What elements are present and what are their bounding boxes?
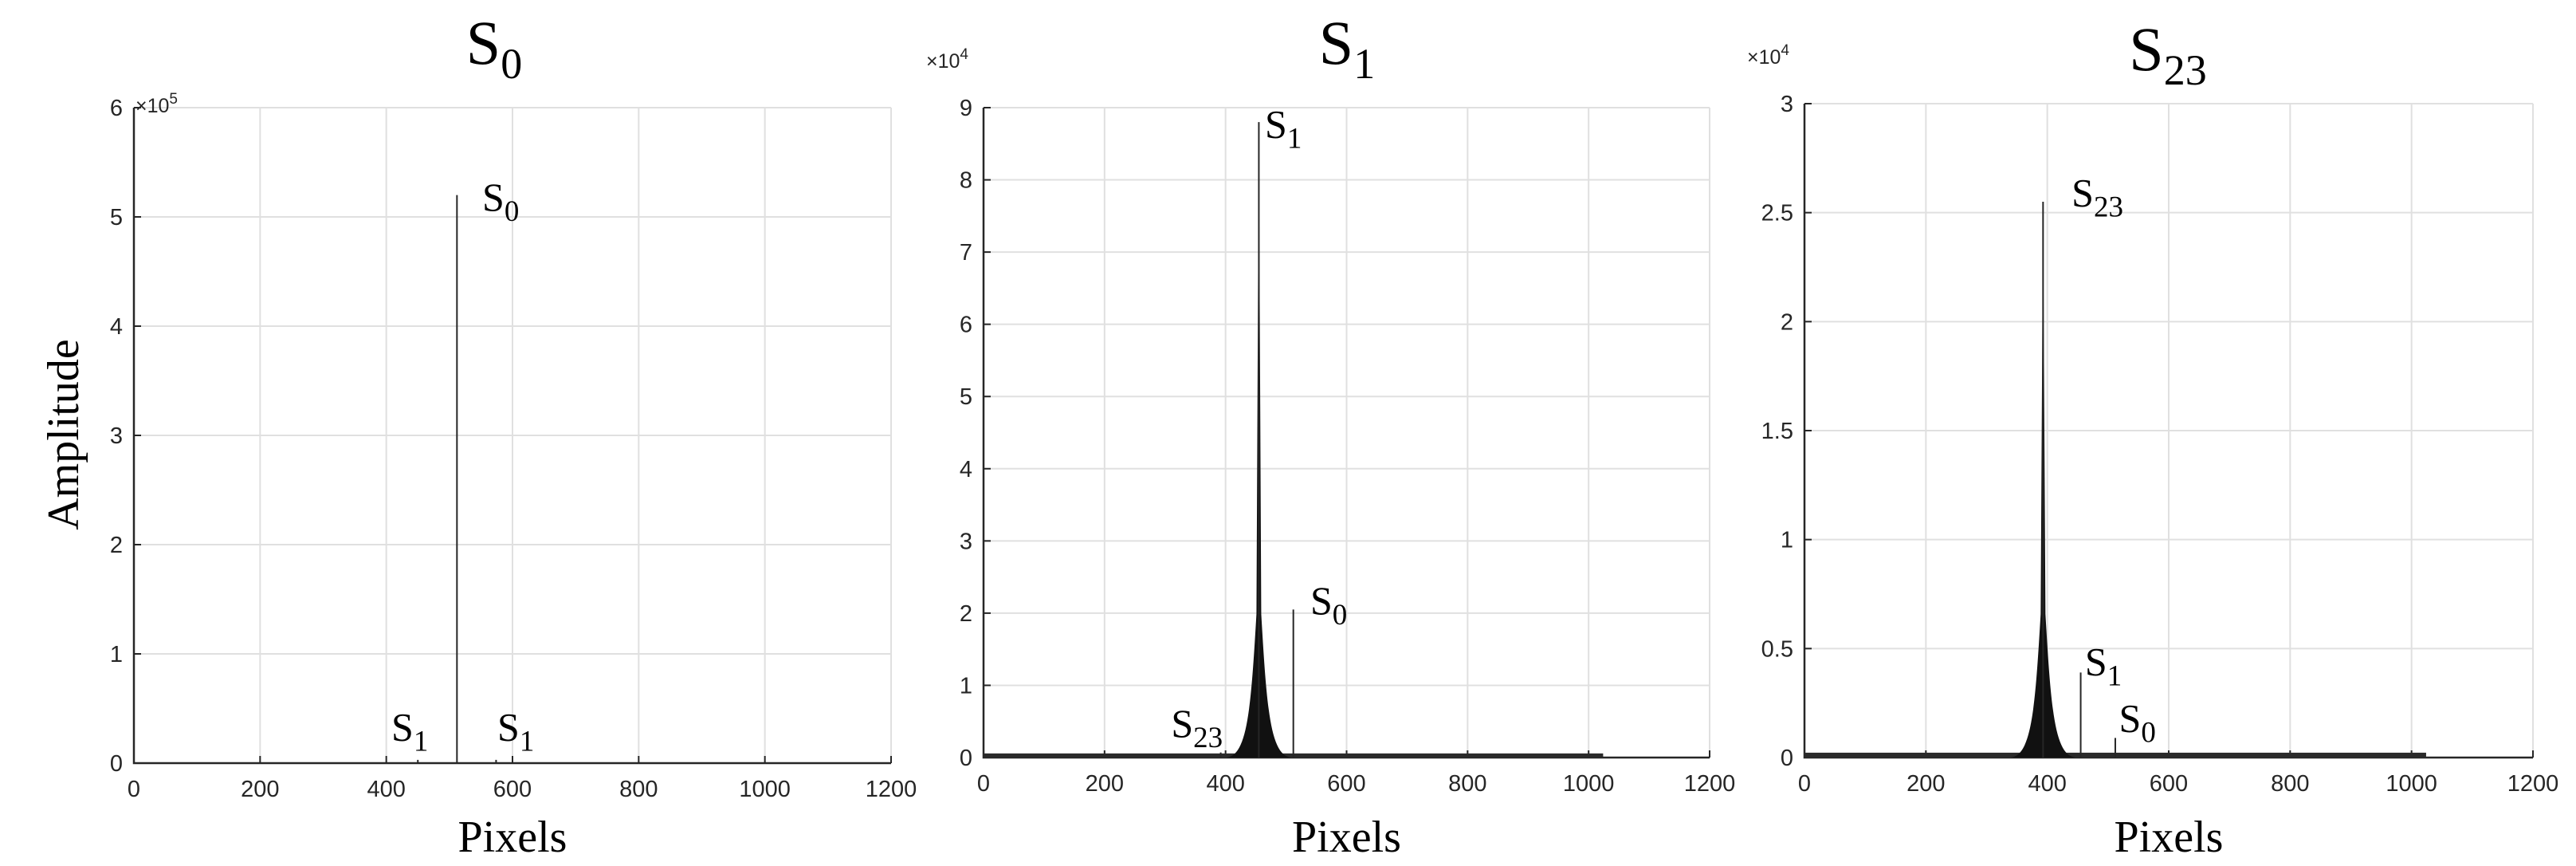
x-tick-label: 0 [128, 777, 140, 802]
x-tick-label: 200 [1086, 771, 1124, 797]
x-tick-label: 400 [367, 777, 405, 802]
x-tick-label: 1000 [2386, 771, 2437, 797]
y-tick-label: 6 [110, 96, 123, 121]
x-axis-label: Pixels [1292, 813, 1401, 862]
y-tick-label: 0 [110, 751, 123, 777]
y-tick-label: 5 [110, 205, 123, 230]
peak-annotation: S0 [2119, 695, 2156, 749]
peak-annotation: S23 [2071, 171, 2123, 224]
x-tick-label: 600 [493, 777, 532, 802]
y-tick-label: 0.5 [1761, 636, 1793, 662]
y-tick-label: 5 [960, 384, 972, 410]
x-tick-label: 1200 [866, 777, 917, 802]
y-tick-label: 3 [1781, 92, 1793, 117]
x-tick-label: 800 [619, 777, 658, 802]
peak-annotation: S23 [1171, 701, 1223, 754]
peak-annotation: S1 [1265, 101, 1302, 155]
y-tick-label: 2 [960, 601, 972, 627]
y-tick-label: 1 [960, 673, 972, 699]
chart-title: S23 [2129, 14, 2206, 94]
y-exponent-label: ×104 [926, 46, 968, 73]
y-tick-label: 1.5 [1761, 419, 1793, 444]
y-tick-label: 0 [960, 746, 972, 771]
y-exponent-label: ×105 [135, 91, 178, 117]
x-axis-label: Pixels [458, 813, 567, 862]
chart-title: S0 [466, 8, 522, 88]
x-tick-label: 400 [2028, 771, 2066, 797]
x-tick-label: 800 [1448, 771, 1486, 797]
y-tick-label: 2 [110, 533, 123, 558]
x-tick-label: 1000 [1563, 771, 1615, 797]
x-tick-label: 200 [1906, 771, 1945, 797]
y-tick-label: 3 [110, 423, 123, 449]
x-tick-label: 1000 [739, 777, 791, 802]
chart-panel-s23: 0 200 400 600 800 1000 1200 0 0.5 1 1.5 2 2.5 3 ×104 S2… [1747, 14, 2558, 862]
x-tick-label: 600 [2150, 771, 2188, 797]
x-tick-label: 400 [1206, 771, 1244, 797]
y-tick-label: 6 [960, 313, 972, 338]
y-tick-label: 2.5 [1761, 201, 1793, 226]
chart-title: S1 [1319, 8, 1375, 88]
peak-annotation: S1 [2085, 639, 2122, 692]
y-tick-label: 8 [960, 168, 972, 194]
peak-annotation: S0 [1310, 578, 1347, 632]
x-tick-label: 0 [977, 771, 990, 797]
x-axis-label: Pixels [2115, 813, 2224, 862]
peak-annotation: S0 [482, 175, 519, 228]
y-tick-label: 3 [960, 529, 972, 554]
y-tick-label: 7 [960, 240, 972, 266]
y-tick-label: 2 [1781, 309, 1793, 335]
peak-annotation: S1 [391, 704, 428, 758]
chart-panel-s1: 0 200 400 600 800 1000 1200 0 1 2 3 4 5 6 7 8 9 ×104 S1 Pix… [926, 8, 1735, 862]
y-exponent-label: ×104 [1747, 42, 1789, 69]
x-tick-label: 1200 [1684, 771, 1736, 797]
x-tick-label: 0 [1798, 771, 1811, 797]
y-tick-label: 0 [1781, 746, 1793, 771]
y-tick-label: 1 [1781, 528, 1793, 553]
y-tick-label: 9 [960, 96, 972, 121]
x-tick-label: 600 [1327, 771, 1365, 797]
y-tick-label: 4 [960, 457, 972, 482]
x-tick-label: 200 [241, 777, 279, 802]
y-axis-label: Amplitude [39, 339, 88, 530]
y-tick-label: 4 [110, 314, 123, 340]
chart-panel-s0: 0 200 400 600 800 1000 1200 0 1 2 3 4 5 6 ×105 S0 Pixels… [110, 8, 917, 862]
peak-annotation: S1 [497, 704, 534, 758]
x-tick-label: 1200 [2507, 771, 2559, 797]
x-tick-label: 800 [2271, 771, 2309, 797]
y-tick-label: 1 [110, 642, 123, 667]
